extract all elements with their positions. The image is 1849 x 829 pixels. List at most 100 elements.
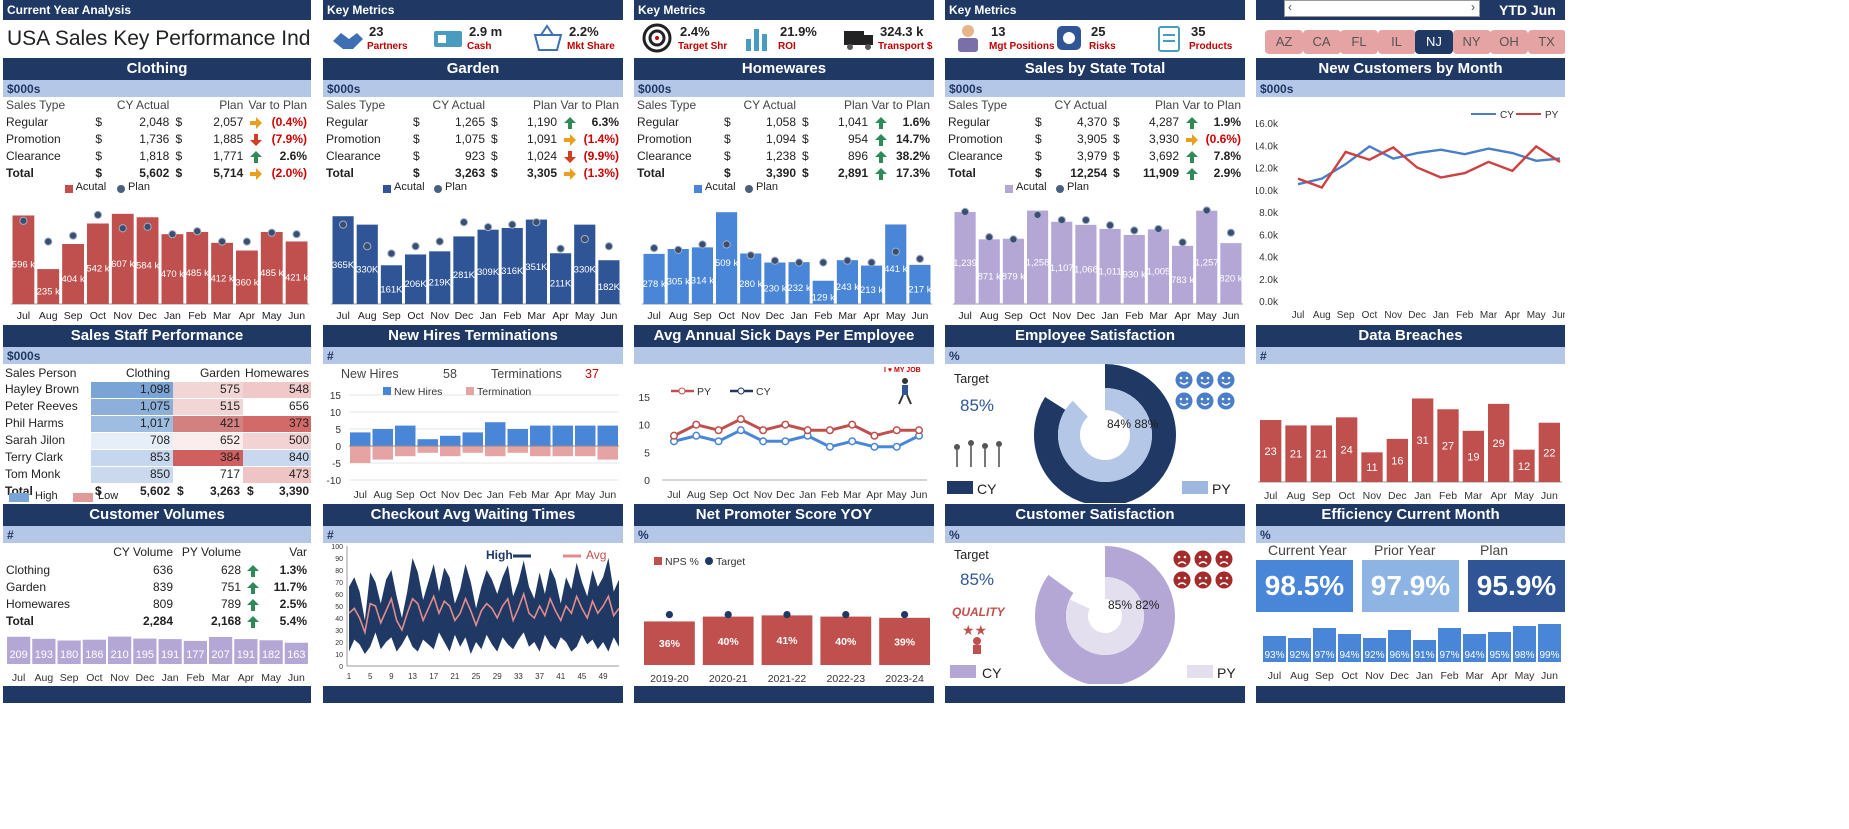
- data-point: [736, 426, 745, 435]
- legend-termination-label: Termination: [477, 386, 531, 398]
- cy-actual: 3,905: [1076, 132, 1107, 146]
- col-header: CY Actual: [116, 98, 170, 112]
- bar: [405, 254, 427, 304]
- bar: [453, 236, 475, 304]
- plan-marker: [722, 240, 731, 249]
- month-tick-label: Dec: [138, 310, 157, 322]
- bar-value-label: 1,107: [1050, 263, 1074, 274]
- unit-label: %: [1256, 526, 1565, 543]
- plan-marker: [338, 220, 348, 229]
- plan-value: 1,885: [213, 132, 244, 146]
- legend-nps-label: NPS %: [665, 556, 699, 568]
- month-tick-label: Jul: [647, 310, 660, 322]
- bar: [1336, 417, 1358, 482]
- garden-value: 384: [219, 450, 240, 464]
- month-tick-label: May: [1514, 490, 1535, 502]
- bar-value-label: 351K: [525, 262, 548, 273]
- ytd-label: YTD Jun: [1499, 2, 1556, 18]
- homewares-value: 840: [288, 450, 309, 464]
- scroll-right-icon[interactable]: ›: [1471, 0, 1475, 14]
- cy-legend-label: CY: [982, 665, 1002, 681]
- kpi-value-box: 97.9%: [1362, 560, 1459, 612]
- col-header: CY Actual: [432, 98, 485, 112]
- plan-marker: [532, 218, 541, 227]
- sick-days-line-chart: 0 5 10 15 Jul Aug Sep Oct Nov Dec Jan Feb Mar Apr May J…: [638, 386, 927, 501]
- bar: [691, 247, 713, 304]
- y-tick-label: 20: [335, 640, 343, 647]
- employee-satisfaction-donut: [1034, 364, 1176, 503]
- bar-value-label: 412 k: [210, 273, 233, 284]
- var-to-plan: (7.9%): [271, 132, 307, 146]
- month-tick-label: Mar: [1480, 310, 1498, 321]
- staff-name: Phil Harms: [5, 416, 64, 430]
- scroll-bar[interactable]: ‹ ›: [1284, 0, 1480, 17]
- year-tick-label: 2022-23: [827, 673, 866, 684]
- state-button-il[interactable]: IL: [1377, 30, 1416, 54]
- plan-value: 2,057: [213, 115, 244, 129]
- plan-value: 1,771: [213, 149, 244, 163]
- bar-value-label: 92%: [1364, 650, 1384, 661]
- bar: [836, 260, 858, 304]
- state-button-ca[interactable]: CA: [1302, 30, 1341, 54]
- currency-sign: $: [1035, 132, 1042, 146]
- col-header: Sales Person: [5, 366, 77, 380]
- month-tick-label: Jun: [288, 672, 305, 684]
- data-point: [914, 426, 924, 435]
- month-tick-label: Jan: [791, 310, 808, 322]
- title-panel: Current Year Analysis USA Sales Key Perf…: [3, 0, 311, 56]
- scroll-left-icon[interactable]: ‹: [1288, 0, 1292, 14]
- month-tick-label: Sep: [60, 672, 79, 684]
- state-button-tx[interactable]: TX: [1527, 30, 1565, 54]
- donut-arc: [1035, 546, 1175, 684]
- y-tick-label: 10: [638, 420, 650, 432]
- data-point: [781, 437, 790, 446]
- state-button-oh[interactable]: OH: [1490, 30, 1528, 54]
- month-tick-label: Feb: [188, 310, 206, 322]
- x-tick-label: 29: [493, 672, 502, 681]
- month-tick-label: Mar: [531, 489, 550, 501]
- state-button-nj[interactable]: NJ: [1415, 30, 1453, 54]
- var-to-plan: 2.9%: [1213, 166, 1241, 180]
- arrow-side-icon: [563, 167, 577, 181]
- unit-label: $000s: [945, 80, 1245, 97]
- state-button-ny[interactable]: NY: [1452, 30, 1491, 54]
- var-to-plan: 38.2%: [895, 149, 930, 163]
- month-tick-label: Jan: [799, 489, 816, 501]
- termination-bar: [552, 446, 573, 457]
- bar-value-label: 485 k: [260, 268, 283, 279]
- py-legend-swatch: [1187, 665, 1213, 678]
- new-hires-bar: [350, 432, 371, 446]
- state-button-fl[interactable]: FL: [1340, 30, 1378, 54]
- data-point: [759, 437, 768, 446]
- bar: [477, 229, 499, 304]
- var-to-plan: 1.6%: [902, 115, 930, 129]
- bar-value-label: 1,005: [1147, 267, 1171, 278]
- hires-bar-chart: 15 10 5 0 -5 -10 Jul Aug Sep Oct Nov Dec Jan Feb Mar Ap…: [327, 386, 619, 501]
- y-tick-label: 15: [638, 392, 650, 404]
- row-label: Clothing: [6, 563, 51, 577]
- data-point: [870, 431, 879, 440]
- bar: [550, 253, 572, 304]
- target-icon: [642, 23, 676, 53]
- plan-marker: [411, 242, 420, 251]
- kpi-label: Plan: [1480, 542, 1509, 558]
- heat-cell: [91, 450, 173, 466]
- month-tick-label: Aug: [669, 310, 688, 322]
- y-tick-label: 90: [335, 556, 343, 563]
- col-header: Sales Type: [326, 98, 386, 112]
- plan-marker: [580, 234, 589, 244]
- termination-bar: [597, 446, 618, 460]
- row-label: Regular: [637, 115, 680, 129]
- frown-face-icon: [1194, 571, 1212, 589]
- clothing-value: 1,098: [139, 382, 170, 396]
- arrow-up-icon: [1185, 116, 1199, 130]
- month-tick-label: Jul: [336, 310, 349, 322]
- month-tick-label: Dec: [136, 672, 155, 684]
- cy-actual: 1,058: [765, 115, 796, 129]
- currency-sign: $: [175, 132, 183, 146]
- plan-value: 5,714: [213, 166, 244, 180]
- state-button-az[interactable]: AZ: [1265, 30, 1303, 54]
- panel-title: Homewares: [634, 58, 934, 80]
- y-tick-label: 10: [335, 652, 343, 659]
- month-tick-label: Nov: [430, 310, 449, 322]
